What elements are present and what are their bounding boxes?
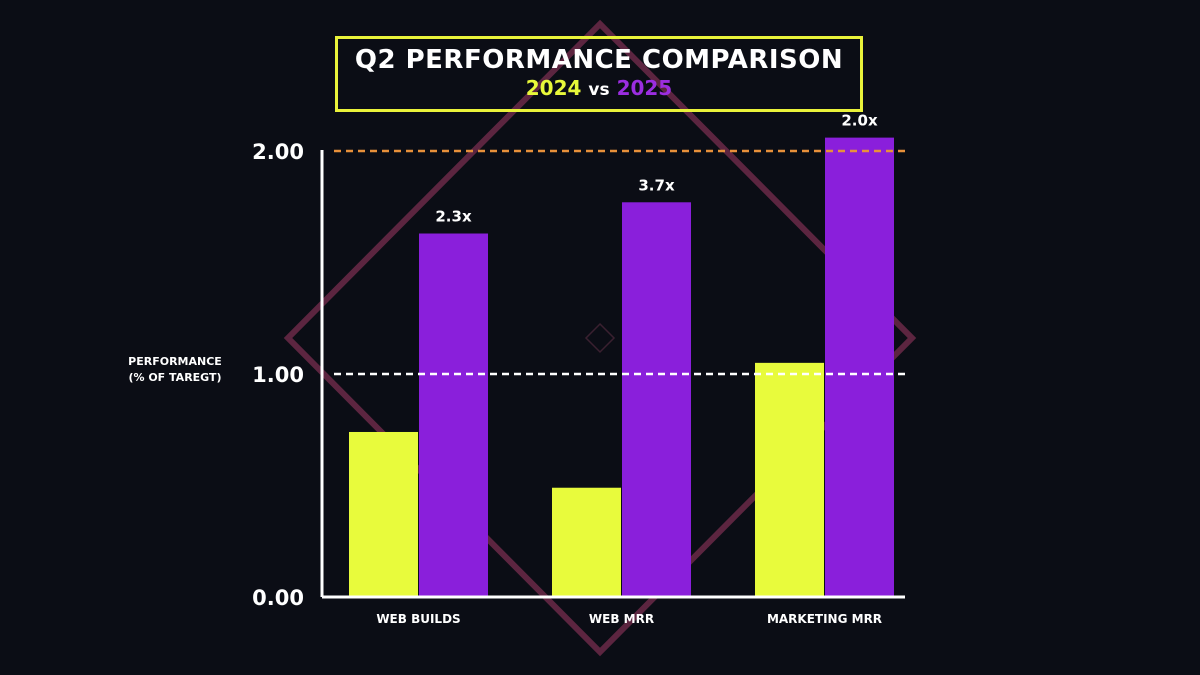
- bar-2025-web-builds: [419, 233, 488, 597]
- bar-2024-marketing-mrr: [755, 362, 824, 597]
- bar-label-web-mrr: 3.7x: [638, 176, 675, 194]
- y-axis-label-line-2: (% OF TAREGT): [128, 371, 222, 384]
- y-tick-label-2.00: 2.00: [252, 140, 304, 164]
- chart-title-box: Q2 PERFORMANCE COMPARISON 2024 vs 2025: [335, 36, 863, 112]
- bar-label-marketing-mrr: 2.0x: [841, 112, 878, 130]
- subtitle-year-2025: 2025: [616, 76, 673, 100]
- background-diamond-decoration: [283, 19, 917, 657]
- x-tick-label-web-mrr: WEB MRR: [589, 612, 654, 626]
- bar-2024-web-mrr: [552, 487, 621, 597]
- y-tick-label-1.00: 1.00: [252, 363, 304, 387]
- bar-label-web-builds: 2.3x: [435, 208, 472, 226]
- x-tick-label-web-builds: WEB BUILDS: [376, 612, 460, 626]
- chart-subtitle: 2024 vs 2025: [526, 75, 672, 103]
- chart-title: Q2 PERFORMANCE COMPARISON: [354, 45, 844, 75]
- y-axis-label-line-1: PERFORMANCE: [128, 355, 222, 368]
- subtitle-year-2024: 2024: [525, 76, 582, 100]
- bar-2025-marketing-mrr: [825, 137, 894, 597]
- bar-2024-web-builds: [349, 431, 418, 597]
- y-tick-label-0.00: 0.00: [252, 586, 304, 610]
- y-axis-label: PERFORMANCE (% OF TAREGT): [100, 354, 250, 386]
- x-tick-label-marketing-mrr: MARKETING MRR: [767, 612, 882, 626]
- subtitle-vs: vs: [588, 80, 610, 100]
- bar-2025-web-mrr: [622, 202, 691, 598]
